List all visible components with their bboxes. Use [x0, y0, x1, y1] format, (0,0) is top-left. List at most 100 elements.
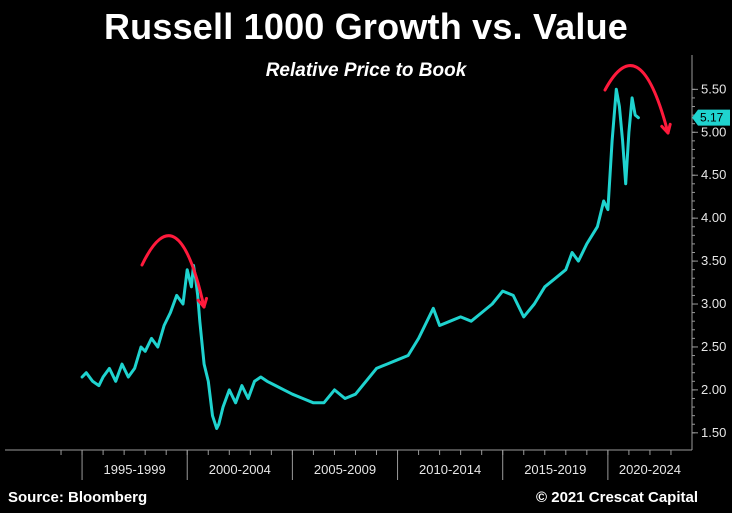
x-tick-label: 2015-2019 [524, 462, 586, 477]
data-point [260, 376, 262, 378]
data-point [211, 414, 214, 417]
y-tick-label: 4.00 [701, 210, 726, 225]
data-point [247, 397, 249, 400]
y-tick-label: 5.50 [701, 81, 726, 96]
data-point [438, 324, 441, 327]
data-point [631, 97, 633, 99]
data-point [522, 316, 525, 318]
peak-2000-arrow-head [196, 296, 208, 309]
last-value-badge-bg [692, 109, 730, 126]
data-point [628, 131, 630, 134]
data-point [150, 337, 153, 340]
axes: 1.50 2.00 2.50 3.00 3.50 4.00 4.50 5.00 5.50 1995… [5, 55, 730, 480]
data-point [207, 380, 210, 383]
copyright-label: © 2021 Crescat Capital [536, 489, 698, 506]
data-point [241, 384, 243, 387]
y-tick-label: 2.50 [701, 339, 726, 354]
data-point [607, 208, 609, 211]
x-tick-label: 1995-1999 [104, 462, 166, 477]
data-point [312, 402, 315, 404]
data-point [133, 367, 136, 370]
data-point [565, 268, 567, 271]
data-point [386, 363, 388, 365]
data-point [637, 116, 640, 119]
y-tick-label: 1.50 [701, 425, 726, 440]
data-point [186, 268, 188, 271]
source-label: Source: Bloomberg [8, 489, 148, 506]
data-point [354, 393, 357, 396]
peak-2021-arrow-head [660, 122, 672, 135]
data-point [333, 389, 336, 391]
y-tick-label: 4.50 [701, 167, 726, 182]
last-value-label: 5.17 [700, 111, 724, 125]
x-tick-label: 2005-2009 [314, 462, 376, 477]
data-point [196, 294, 199, 297]
data-point [621, 140, 624, 142]
data-point [554, 277, 557, 280]
chart-subtitle: Relative Price to Book [265, 60, 467, 81]
x-tick-label: 2020-2024 [619, 462, 681, 477]
x-tick-label: 2010-2014 [419, 462, 481, 477]
data-point [169, 311, 172, 314]
data-point [121, 363, 123, 365]
data-point [432, 307, 435, 310]
data-point [396, 359, 399, 361]
data-point [127, 376, 130, 378]
data-point [407, 354, 409, 357]
data-point [365, 380, 367, 383]
data-point [274, 384, 277, 387]
data-point [577, 260, 580, 262]
data-point [190, 286, 193, 288]
data-point [571, 251, 573, 254]
data-point [459, 316, 462, 318]
data-point [618, 105, 621, 108]
data-point [480, 311, 483, 314]
data-point [501, 290, 504, 292]
data-point [417, 337, 420, 340]
data-point [222, 406, 224, 408]
data-point [203, 363, 205, 365]
data-point [634, 114, 636, 116]
data-point [544, 286, 546, 288]
data-point [102, 376, 104, 378]
x-tick-label: 2000-2004 [209, 462, 271, 477]
peak-2021-arrow [603, 64, 670, 135]
data-point [144, 350, 146, 353]
data-point [533, 303, 536, 305]
data-point [449, 320, 451, 323]
data-point [615, 88, 618, 91]
data-point [344, 397, 346, 400]
data-point [163, 324, 165, 327]
data-point [91, 380, 94, 383]
data-point [199, 320, 201, 323]
data-point [323, 402, 325, 404]
y-tick-label: 3.50 [701, 253, 726, 268]
data-point [596, 225, 599, 228]
data-point [228, 389, 231, 391]
data-point [218, 423, 220, 426]
data-point [175, 294, 178, 297]
data-point [283, 389, 285, 391]
y-tick-label: 5.00 [701, 124, 726, 139]
series-line [80, 87, 640, 430]
data-point [140, 346, 142, 348]
data-point [302, 397, 304, 400]
chart-title: Russell 1000 Growth vs. Value [103, 6, 629, 47]
data-point [85, 371, 88, 374]
data-point [182, 303, 184, 305]
last-value-badge: 5.17 [692, 109, 730, 126]
data-point [98, 384, 100, 387]
data-point [234, 402, 237, 404]
data-point [624, 183, 627, 185]
data-point [470, 320, 473, 323]
data-point [215, 427, 218, 430]
data-point [375, 367, 378, 370]
annotations [140, 64, 672, 309]
data-point [586, 243, 588, 245]
y-tick-label: 2.00 [701, 382, 726, 397]
y-tick-label: 3.00 [701, 296, 726, 311]
data-point [291, 393, 294, 396]
data-point [81, 376, 83, 378]
data-point [424, 324, 426, 327]
